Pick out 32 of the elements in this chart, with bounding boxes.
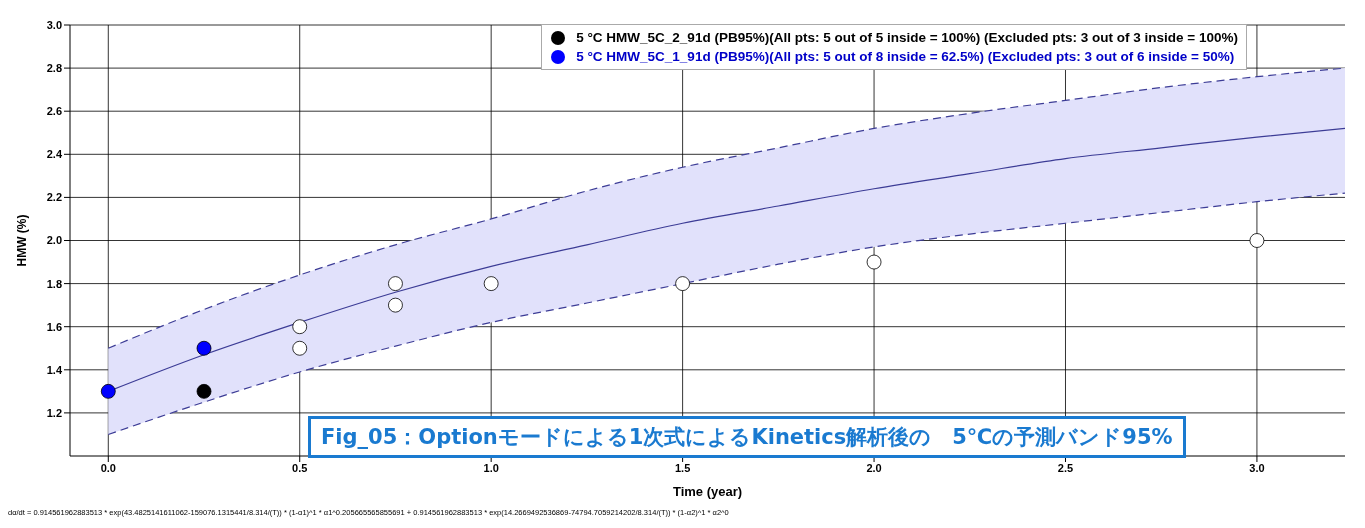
legend-label: 5 °C HMW_5C_1_91d (PB95%)(All pts: 5 out of 8 inside = 62.5%) (Excluded pts: 3 out of 6 inside = 50%) <box>576 48 1235 66</box>
point <box>675 276 691 291</box>
point <box>292 340 308 356</box>
y-tick-label: 2.6 <box>46 105 62 118</box>
x-tick-label: 1.5 <box>674 461 691 474</box>
point <box>388 297 403 313</box>
legend-label: 5 °C HMW_5C_2_91d (PB95%)(All pts: 5 out of 5 inside = 100%) (Excluded pts: 3 out of 3 inside = 100%) <box>576 29 1238 47</box>
point <box>1249 233 1265 248</box>
x-tick-label: 0.5 <box>292 461 308 474</box>
y-tick-label: 1.8 <box>46 277 62 290</box>
y-tick-label: 2.2 <box>46 191 62 204</box>
y-tick-label: 2.4 <box>46 148 63 161</box>
x-axis-title: Time (year) <box>672 484 743 499</box>
x-tick-label: 2.0 <box>866 461 882 474</box>
y-tick-label: 3.0 <box>46 18 62 31</box>
point <box>483 276 499 291</box>
y-tick-label: 2.0 <box>46 234 62 247</box>
point <box>196 340 212 356</box>
y-tick-label: 1.4 <box>46 363 63 376</box>
x-tick-label: 3.0 <box>1249 461 1265 474</box>
y-tick-label: 1.2 <box>46 406 62 419</box>
point <box>100 383 116 399</box>
point <box>388 276 403 291</box>
y-axis-title: HMW (%) <box>15 214 30 267</box>
x-tick-label: 2.5 <box>1057 461 1074 474</box>
point <box>196 383 212 399</box>
x-tick-label: 1.0 <box>483 461 499 474</box>
y-tick-label: 2.8 <box>46 62 62 74</box>
annotation: Fig_05：Optionモードによる1次式によるKinetics解析後の 5℃の予測バンド95% <box>308 416 1186 458</box>
x-tick-label: 0.0 <box>100 461 116 474</box>
point <box>292 319 308 335</box>
y-tick-label: 1.6 <box>46 320 62 333</box>
